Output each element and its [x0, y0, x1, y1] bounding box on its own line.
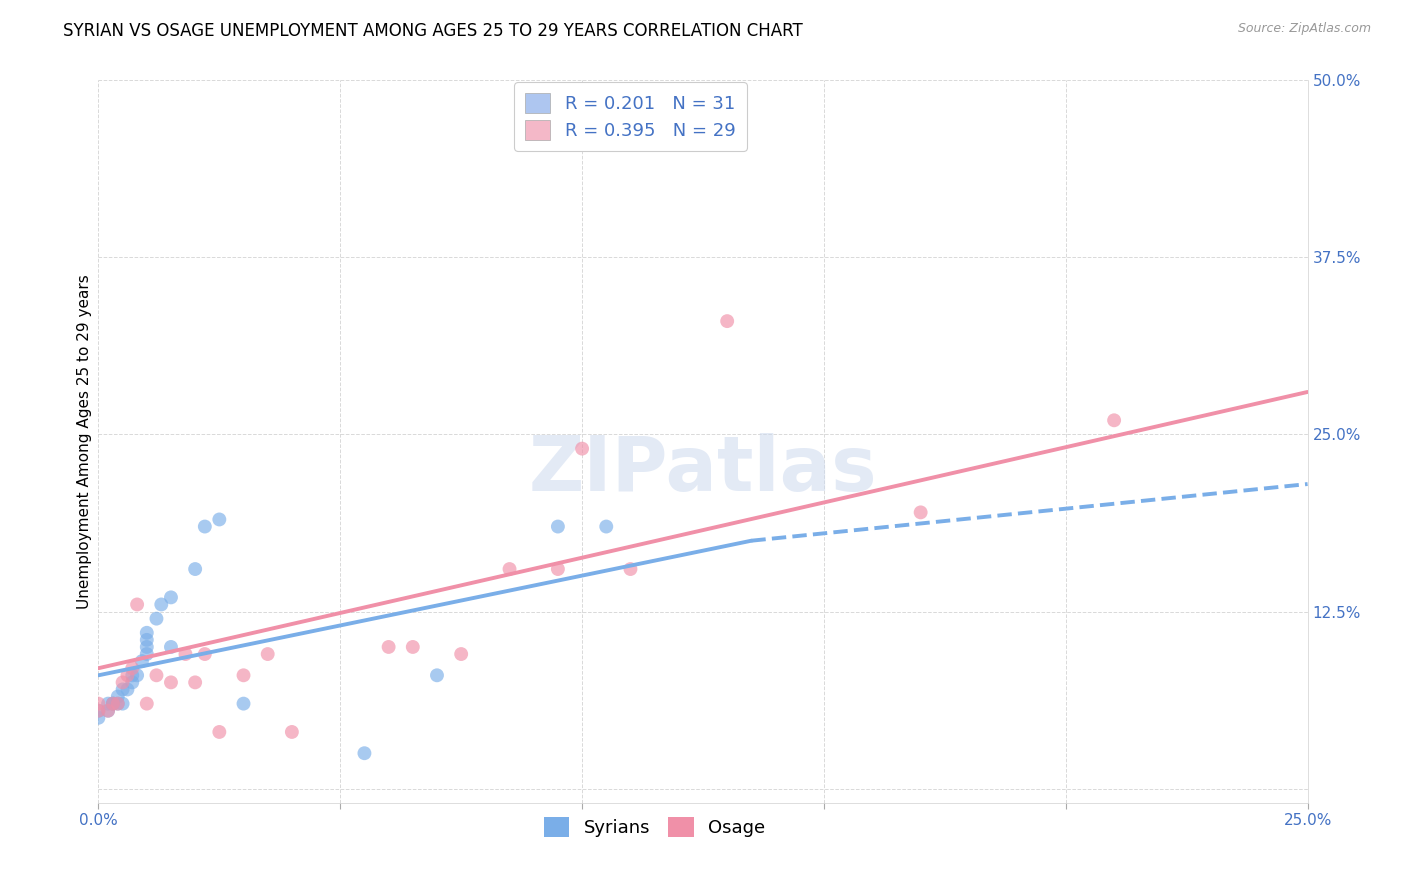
- Point: [127, 668, 149, 682]
- Point: [145, 612, 167, 626]
- Point: [97, 697, 120, 711]
- Point: [121, 668, 143, 682]
- Point: [107, 690, 129, 704]
- Point: [121, 675, 143, 690]
- Point: [208, 725, 231, 739]
- Point: [150, 598, 173, 612]
- Point: [402, 640, 425, 654]
- Point: [101, 697, 124, 711]
- Point: [145, 668, 167, 682]
- Point: [232, 697, 254, 711]
- Text: ZIPatlas: ZIPatlas: [529, 434, 877, 508]
- Point: [194, 519, 217, 533]
- Point: [547, 562, 569, 576]
- Point: [101, 697, 124, 711]
- Point: [910, 505, 932, 519]
- Point: [208, 512, 231, 526]
- Point: [111, 697, 134, 711]
- Point: [256, 647, 278, 661]
- Point: [1102, 413, 1125, 427]
- Y-axis label: Unemployment Among Ages 25 to 29 years: Unemployment Among Ages 25 to 29 years: [77, 274, 91, 609]
- Point: [160, 675, 183, 690]
- Point: [127, 598, 149, 612]
- Point: [87, 697, 110, 711]
- Point: [87, 704, 110, 718]
- Point: [498, 562, 520, 576]
- Point: [87, 704, 110, 718]
- Point: [111, 675, 134, 690]
- Point: [135, 647, 157, 661]
- Point: [595, 519, 617, 533]
- Point: [377, 640, 399, 654]
- Point: [716, 314, 738, 328]
- Text: SYRIAN VS OSAGE UNEMPLOYMENT AMONG AGES 25 TO 29 YEARS CORRELATION CHART: SYRIAN VS OSAGE UNEMPLOYMENT AMONG AGES …: [63, 22, 803, 40]
- Point: [135, 640, 157, 654]
- Point: [450, 647, 472, 661]
- Point: [121, 661, 143, 675]
- Point: [107, 697, 129, 711]
- Point: [174, 647, 197, 661]
- Point: [87, 711, 110, 725]
- Point: [184, 562, 207, 576]
- Point: [184, 675, 207, 690]
- Point: [619, 562, 641, 576]
- Text: Source: ZipAtlas.com: Source: ZipAtlas.com: [1237, 22, 1371, 36]
- Point: [111, 682, 134, 697]
- Legend: Syrians, Osage: Syrians, Osage: [537, 810, 772, 845]
- Point: [101, 697, 124, 711]
- Point: [117, 668, 139, 682]
- Point: [426, 668, 449, 682]
- Point: [135, 632, 157, 647]
- Point: [353, 746, 375, 760]
- Point: [547, 519, 569, 533]
- Point: [135, 697, 157, 711]
- Point: [131, 654, 153, 668]
- Point: [571, 442, 593, 456]
- Point: [281, 725, 304, 739]
- Point: [194, 647, 217, 661]
- Point: [97, 704, 120, 718]
- Point: [160, 591, 183, 605]
- Point: [117, 682, 139, 697]
- Point: [97, 704, 120, 718]
- Point: [160, 640, 183, 654]
- Point: [107, 697, 129, 711]
- Point: [232, 668, 254, 682]
- Point: [135, 625, 157, 640]
